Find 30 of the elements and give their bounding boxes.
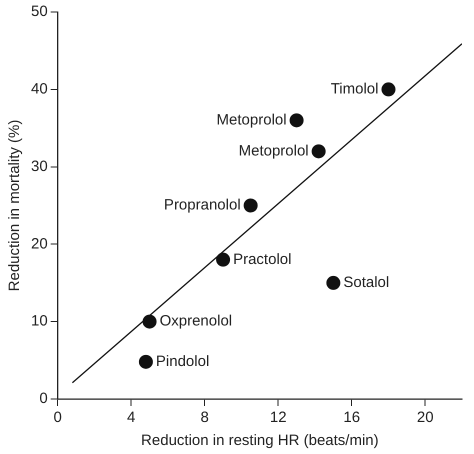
x-tick-label: 12 bbox=[270, 409, 287, 426]
x-tick-label: 20 bbox=[416, 409, 434, 426]
annotation: Practolol bbox=[233, 250, 292, 268]
x-tick-label: 4 bbox=[127, 409, 136, 426]
point bbox=[142, 314, 157, 329]
point bbox=[381, 82, 396, 96]
x-axis-title: Reduction in resting HR (beats/min) bbox=[141, 432, 379, 450]
x-tick-label: 8 bbox=[200, 409, 209, 426]
annotation: Pindolol bbox=[156, 352, 210, 370]
point bbox=[138, 354, 153, 369]
y-axis-title: Reduction in mortality (%) bbox=[6, 120, 24, 292]
annotation: Metoprolol bbox=[216, 112, 287, 128]
point bbox=[312, 144, 326, 158]
annotation: Propranolol bbox=[164, 196, 241, 214]
point bbox=[244, 198, 258, 212]
x-tick-label: 16 bbox=[343, 409, 360, 426]
annotation: Timolol bbox=[330, 80, 378, 98]
y-tick-label: 20 bbox=[30, 235, 48, 252]
annotation: Oxprenolol bbox=[160, 312, 232, 330]
y-tick-label: 10 bbox=[30, 312, 48, 330]
y-tick-label: 40 bbox=[30, 80, 48, 98]
point bbox=[326, 276, 340, 290]
y-tick-label: 0 bbox=[39, 390, 48, 408]
point bbox=[216, 252, 230, 267]
annotation: Sotalol bbox=[343, 274, 390, 292]
y-tick-label: 30 bbox=[30, 158, 48, 175]
annotation: Metoprolol bbox=[238, 142, 309, 160]
point bbox=[290, 113, 304, 128]
y-tick-label: 50 bbox=[30, 3, 48, 20]
x-tick-label: 0 bbox=[54, 409, 62, 426]
